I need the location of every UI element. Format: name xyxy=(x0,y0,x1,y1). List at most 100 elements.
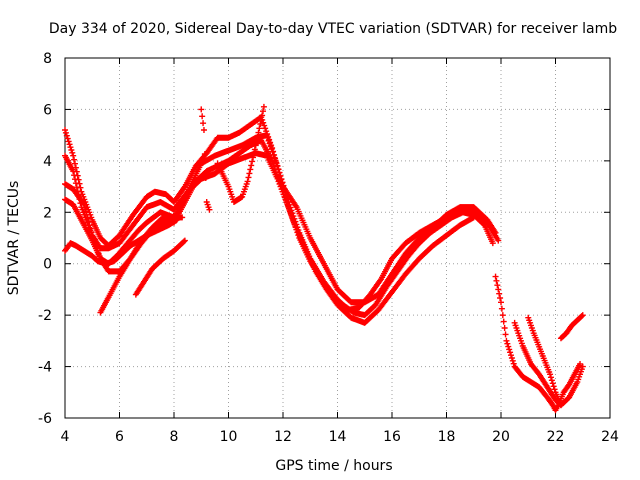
data-point xyxy=(504,340,511,347)
data-point xyxy=(495,286,502,293)
data-point xyxy=(81,201,88,208)
data-point xyxy=(470,214,477,221)
data-point xyxy=(495,237,502,244)
series-track-f xyxy=(97,214,186,316)
data-point xyxy=(509,357,516,364)
data-point xyxy=(273,169,280,176)
data-point xyxy=(269,157,276,164)
data-point xyxy=(289,216,296,223)
series-track-a xyxy=(62,114,499,306)
data-point xyxy=(578,313,585,319)
x-tick-label: 6 xyxy=(115,429,124,445)
data-point xyxy=(248,162,255,169)
data-point xyxy=(256,125,263,132)
data-point xyxy=(71,160,78,167)
data-point xyxy=(255,129,262,136)
data-point xyxy=(288,213,295,220)
data-point xyxy=(548,400,555,407)
data-point xyxy=(283,199,290,206)
data-point xyxy=(70,168,77,175)
data-point xyxy=(270,160,277,167)
data-point xyxy=(547,374,554,381)
x-axis-label: GPS time / hours xyxy=(275,458,392,474)
series-track-i xyxy=(214,103,267,205)
data-point xyxy=(245,174,252,181)
data-point xyxy=(71,156,78,163)
series-track-g xyxy=(132,237,188,298)
data-point xyxy=(579,363,586,370)
y-tick-labels: -6 -4 -2 0 2 4 6 8 xyxy=(38,51,52,427)
series-track-k xyxy=(511,319,586,409)
data-point xyxy=(258,116,265,123)
x-tick-label: 20 xyxy=(492,429,510,445)
data-point xyxy=(65,138,72,145)
data-point xyxy=(253,138,260,145)
data-point xyxy=(259,112,266,119)
data-point xyxy=(252,142,259,149)
data-point xyxy=(85,218,92,225)
data-point xyxy=(63,132,70,139)
x-tick-label: 8 xyxy=(170,429,179,445)
data-point xyxy=(181,237,188,244)
x-tick-label: 12 xyxy=(274,429,292,445)
data-point xyxy=(180,238,187,245)
data-point xyxy=(82,208,89,215)
data-point xyxy=(264,134,271,141)
data-point xyxy=(496,290,503,297)
data-point xyxy=(199,113,206,120)
x-tick-label: 10 xyxy=(220,429,238,445)
data-point xyxy=(498,299,504,306)
data-point xyxy=(87,225,94,232)
y-tick-label: -6 xyxy=(38,411,52,427)
data-point xyxy=(579,312,586,319)
series-track-l xyxy=(525,314,564,409)
x-tick-label: 4 xyxy=(61,429,70,445)
data-point xyxy=(249,158,256,165)
data-point xyxy=(494,282,501,289)
data-point xyxy=(86,222,93,229)
data-point xyxy=(265,137,272,144)
data-point xyxy=(275,174,282,181)
x-tick-labels: 4 6 8 10 12 14 16 18 20 22 24 xyxy=(61,429,619,445)
data-point xyxy=(200,120,207,127)
data-point xyxy=(66,141,73,148)
data-point xyxy=(280,188,286,195)
data-point xyxy=(62,129,69,136)
data-point xyxy=(272,166,279,173)
data-point xyxy=(500,318,507,325)
data-point xyxy=(501,325,508,331)
y-axis-label: SDTVAR / TECUs xyxy=(6,181,22,296)
y-tick-label: -4 xyxy=(38,360,52,376)
series-track-m xyxy=(557,312,586,342)
data-point xyxy=(257,121,264,127)
x-tick-label: 14 xyxy=(329,429,347,445)
data-point xyxy=(81,205,88,211)
data-point xyxy=(279,185,286,192)
y-tick-label: 8 xyxy=(43,51,52,67)
data-point xyxy=(72,180,79,187)
data-point xyxy=(266,140,273,147)
data-point xyxy=(286,208,293,215)
data-point xyxy=(287,211,294,218)
data-point xyxy=(281,194,288,201)
data-point xyxy=(260,119,267,126)
data-point xyxy=(202,175,209,181)
data-point xyxy=(502,331,509,338)
data-point xyxy=(277,180,284,187)
data-point xyxy=(492,273,499,280)
data-point xyxy=(269,148,276,155)
x-tick-label: 24 xyxy=(601,429,619,445)
x-tick-label: 18 xyxy=(438,429,456,445)
data-point xyxy=(547,371,554,378)
data-point xyxy=(503,337,510,344)
data-point xyxy=(71,176,78,183)
data-point xyxy=(548,377,555,384)
data-point xyxy=(507,352,514,359)
data-point xyxy=(247,166,254,173)
data-point xyxy=(254,133,261,140)
data-point xyxy=(551,386,558,393)
data-point xyxy=(69,149,76,156)
data-point xyxy=(70,152,77,159)
data-point xyxy=(510,360,517,367)
data-points xyxy=(62,103,586,414)
